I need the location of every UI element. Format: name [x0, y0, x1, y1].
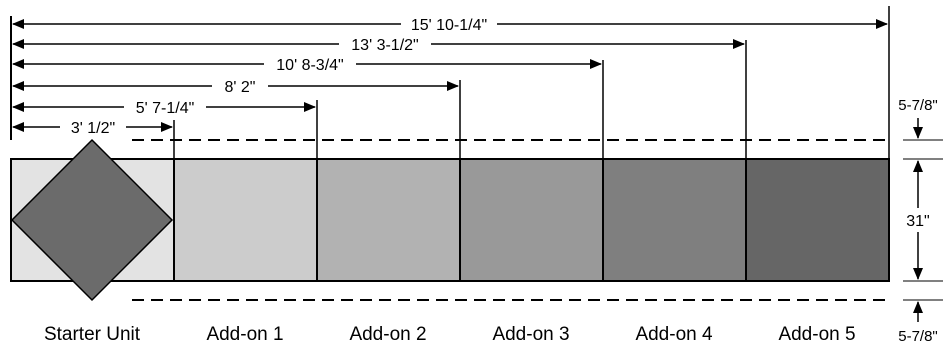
unit-box-add-on-1: [173, 158, 318, 282]
unit-box-add-on-5: [745, 158, 890, 282]
dimension-label-starter: 3' 1/2": [71, 120, 115, 137]
dimension-label-add-on-3: 10' 8-3/4": [276, 57, 343, 74]
unit-box-add-on-4: [602, 158, 747, 282]
dimension-label-bg: [60, 117, 126, 137]
starter-unit-diamond: [10, 138, 174, 302]
dimension-label-bg: [401, 14, 497, 34]
unit-label-add-on-2: Add-on 2: [349, 324, 426, 345]
dimension-label-add-on-2: 8' 2": [225, 79, 256, 96]
dimension-label-overall: 15' 10-1/4": [411, 17, 487, 34]
unit-labels: Starter Unit Add-on 1 Add-on 2 Add-on 3 …: [44, 324, 856, 345]
unit-box-add-on-3: [459, 158, 604, 282]
dimension-label-add-on-4: 13' 3-1/2": [351, 37, 418, 54]
dimension-label-bg: [212, 76, 268, 96]
unit-box-add-on-2: [316, 158, 461, 282]
top-clearance-label: 5-7/8": [898, 97, 938, 114]
bottom-clearance-label: 5-7/8": [898, 328, 938, 345]
height-label: 31": [906, 213, 929, 230]
unit-label-add-on-1: Add-on 1: [206, 324, 283, 345]
unit-label-starter: Starter Unit: [44, 324, 141, 345]
dimension-label-add-on-1: 5' 7-1/4": [136, 100, 195, 117]
dimension-label-bg: [124, 97, 206, 117]
unit-label-add-on-4: Add-on 4: [635, 324, 713, 345]
dimension-label-bg: [264, 54, 356, 74]
dimension-labels: 15' 10-1/4" 13' 3-1/2" 10' 8-3/4" 8' 2" …: [60, 14, 497, 137]
unit-label-add-on-3: Add-on 3: [492, 324, 569, 345]
unit-boxes: [10, 158, 890, 282]
side-dimensions: 5-7/8" 31" 5-7/8": [898, 97, 943, 345]
dimension-label-bg: [339, 34, 431, 54]
unit-label-add-on-5: Add-on 5: [778, 324, 855, 345]
